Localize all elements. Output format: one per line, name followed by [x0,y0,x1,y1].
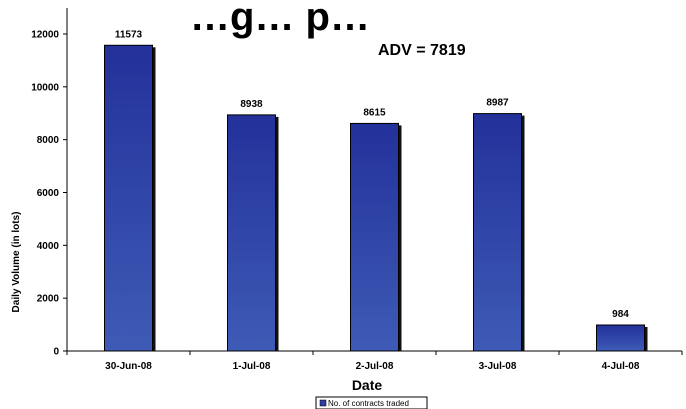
x-tick-label: 1-Jul-08 [233,361,271,372]
bar-value-label: 8938 [240,99,263,110]
bar [596,324,645,352]
legend: No. of contracts traded [315,396,428,409]
y-tick-label: 6000 [37,188,60,199]
bar [473,113,522,352]
y-axis-label: Daily Volume (in lots) [11,212,22,313]
bar-value-label: 8615 [363,107,386,118]
data-labels: 11573 8938 8615 8987 984 [115,29,629,320]
y-tick-label: 4000 [37,241,60,252]
x-tick-label: 30-Jun-08 [105,361,152,372]
x-tick-label: 4-Jul-08 [602,361,640,372]
adv-annotation: ADV = 7819 [378,42,466,59]
x-axis-ticks: 30-Jun-08 1-Jul-08 2-Jul-08 3-Jul-08 4-Jul-0… [66,351,683,372]
bar [350,122,399,352]
y-tick-label: 8000 [37,135,60,146]
x-axis-label: Date [352,377,383,393]
bar-series [104,44,648,352]
legend-label: No. of contracts traded [328,399,409,408]
y-tick-label: 2000 [37,294,60,305]
y-axis-ticks: 0 2000 4000 6000 8000 10000 12000 [31,30,67,358]
x-tick-label: 2-Jul-08 [356,361,394,372]
bar [227,114,276,352]
legend-swatch [319,399,327,407]
chart-title: …g… p… [190,0,370,39]
y-tick-label: 12000 [31,30,59,41]
legend-box [315,396,428,409]
bar-value-label: 11573 [115,29,143,40]
y-tick-label: 0 [53,347,59,358]
y-tick-label: 10000 [31,82,59,93]
x-tick-label: 3-Jul-08 [479,361,517,372]
bar-value-label: 8987 [486,98,509,109]
bar [104,44,153,352]
bar-value-label: 984 [612,309,629,320]
